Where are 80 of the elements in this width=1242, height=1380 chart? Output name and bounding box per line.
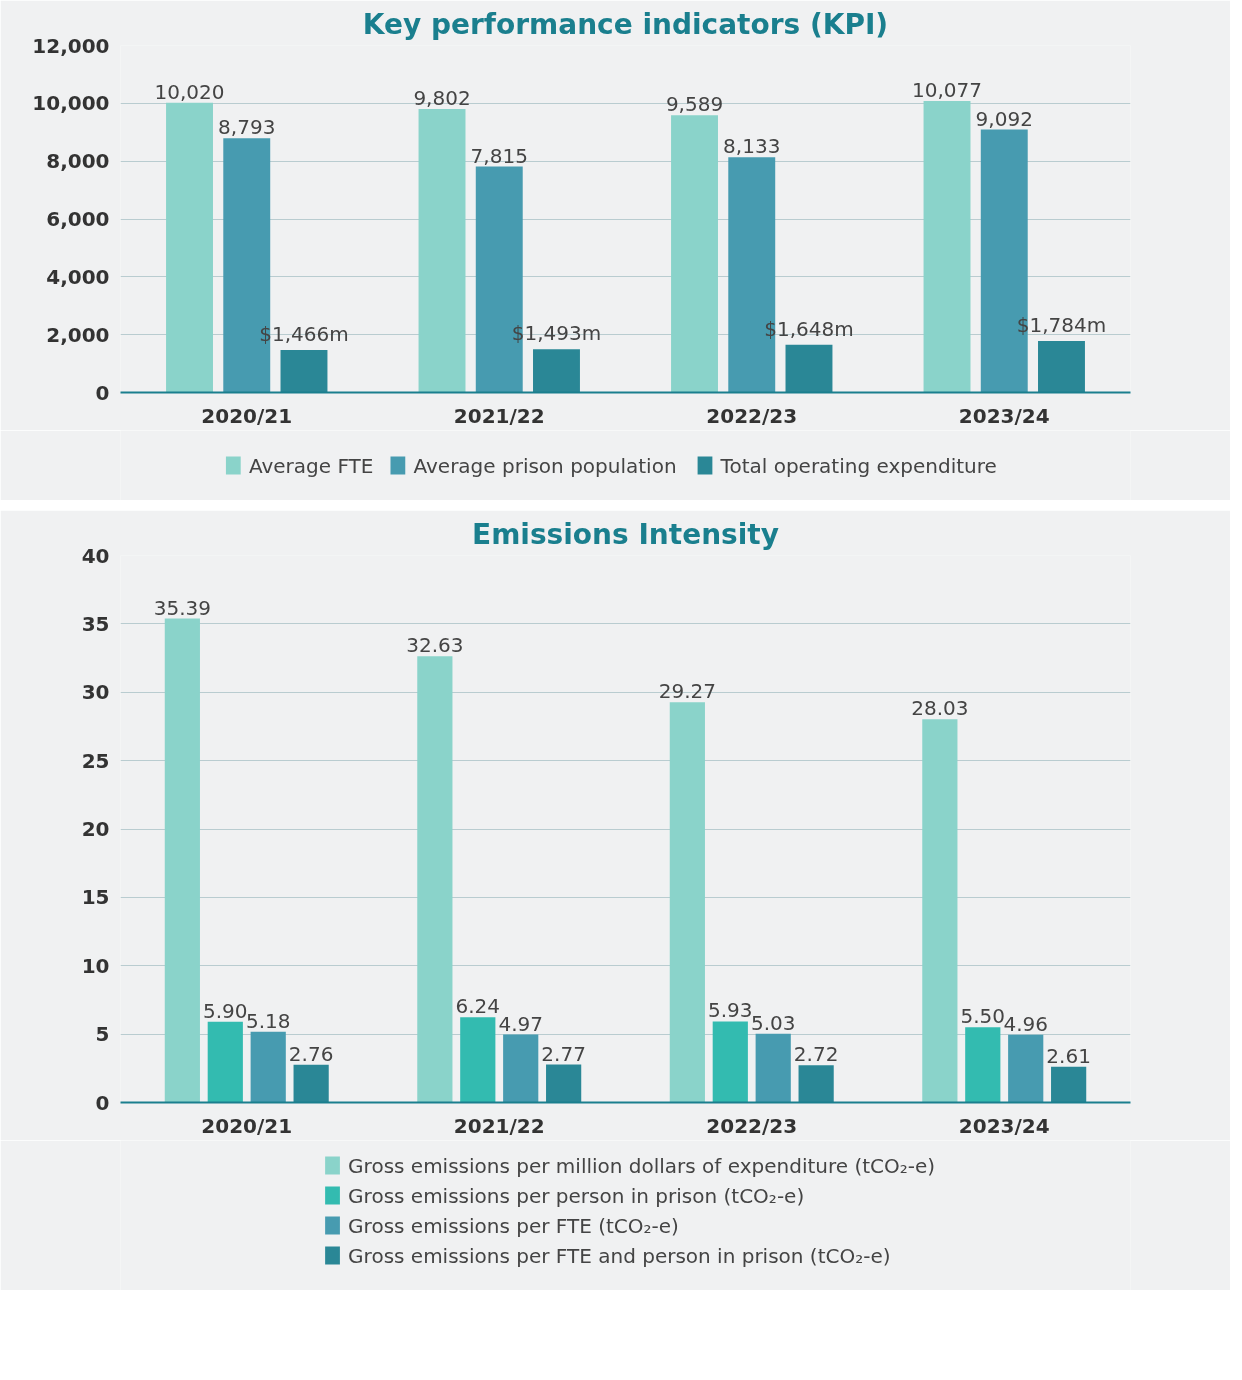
data-label: 5.03 <box>750 1010 796 1035</box>
y-tick-label: 0 <box>95 380 110 405</box>
chart-title: Emissions Intensity <box>472 517 779 551</box>
legend-label: Average FTE <box>248 453 374 478</box>
data-label: 4.97 <box>498 1011 543 1036</box>
data-label: 5.90 <box>203 998 248 1023</box>
y-tick-label: 5 <box>95 1022 110 1047</box>
y-tick-label: 0 <box>95 1090 110 1115</box>
bar <box>785 344 833 393</box>
y-tick-label: 15 <box>81 885 110 910</box>
bar <box>671 115 718 393</box>
legend-label: Average prison population <box>413 453 677 478</box>
y-tick-label: 30 <box>81 680 110 705</box>
bar <box>280 350 328 393</box>
bar <box>546 1064 582 1103</box>
data-label: 8,133 <box>723 134 781 159</box>
data-label: 2.76 <box>288 1041 334 1066</box>
y-tick-label: 8,000 <box>46 149 110 174</box>
data-label: 9,589 <box>665 92 724 117</box>
data-label: 28.03 <box>911 696 969 721</box>
y-tick-label: 10 <box>81 953 110 978</box>
data-label: 5.93 <box>708 998 753 1023</box>
y-tick-label: 25 <box>81 748 110 773</box>
legend-label: Gross emissions per million dollars of expenditure (tCO₂-e) <box>348 1153 936 1178</box>
y-tick-label: 4,000 <box>46 264 110 289</box>
data-label: 2.77 <box>541 1041 586 1066</box>
bar <box>755 1033 791 1103</box>
bar <box>922 719 958 1103</box>
bar <box>1008 1034 1044 1103</box>
bar <box>533 349 580 393</box>
data-label: 6.24 <box>455 994 501 1019</box>
x-tick-label: 2022/23 <box>706 403 798 428</box>
bar <box>712 1021 748 1103</box>
y-tick-label: 2,000 <box>46 322 110 347</box>
y-tick-label: 6,000 <box>46 207 110 231</box>
x-tick-label: 2020/21 <box>201 1113 293 1138</box>
bar <box>503 1034 539 1103</box>
y-tick-label: 12,000 <box>32 33 110 58</box>
data-label: 32.63 <box>406 633 464 658</box>
legend-label: Gross emissions per person in prison (tCO₂-e) <box>348 1183 805 1208</box>
data-label: 2.72 <box>793 1042 839 1067</box>
data-label: 9,092 <box>975 106 1033 131</box>
data-label: 5.18 <box>245 1008 291 1033</box>
legend-label: Gross emissions per FTE (tCO₂-e) <box>348 1213 679 1238</box>
x-tick-label: 2020/21 <box>201 403 293 428</box>
bar <box>250 1031 286 1103</box>
data-label: 35.39 <box>153 595 211 620</box>
bar <box>164 618 200 1103</box>
bar <box>923 101 971 393</box>
bar <box>965 1027 1001 1103</box>
x-tick-label: 2023/24 <box>958 1113 1050 1138</box>
data-label: 29.27 <box>658 679 716 704</box>
data-label: 8,793 <box>218 115 276 140</box>
data-label: 10,077 <box>912 78 983 103</box>
bar <box>460 1017 496 1103</box>
bar <box>798 1065 834 1103</box>
bar <box>418 109 466 393</box>
y-tick-label: 40 <box>81 543 110 568</box>
y-tick-label: 20 <box>81 817 110 841</box>
bar <box>207 1021 243 1103</box>
bar <box>417 656 453 1103</box>
x-tick-label: 2023/24 <box>958 403 1050 428</box>
y-tick-label: 10,000 <box>32 91 110 116</box>
bar <box>1051 1066 1087 1103</box>
data-label: 9,802 <box>413 86 471 111</box>
x-tick-label: 2021/22 <box>453 1113 545 1138</box>
chart-title: Key performance indicators (KPI) <box>362 7 889 41</box>
x-tick-label: 2021/22 <box>453 403 545 428</box>
legend-label: Gross emissions per FTE and person in prison (tCO₂-e) <box>348 1243 891 1268</box>
x-tick-label: 2022/23 <box>706 1113 798 1138</box>
data-label: 10,020 <box>154 79 225 104</box>
bar <box>1038 340 1085 393</box>
legend-label: Total operating expenditure <box>719 453 997 478</box>
bar <box>166 102 213 393</box>
data-label: 7,815 <box>470 143 528 168</box>
data-label: 2.61 <box>1046 1043 1091 1068</box>
bar <box>293 1064 329 1103</box>
bar <box>669 702 705 1103</box>
y-tick-label: 35 <box>81 611 110 636</box>
data-label: 4.96 <box>1003 1011 1048 1036</box>
